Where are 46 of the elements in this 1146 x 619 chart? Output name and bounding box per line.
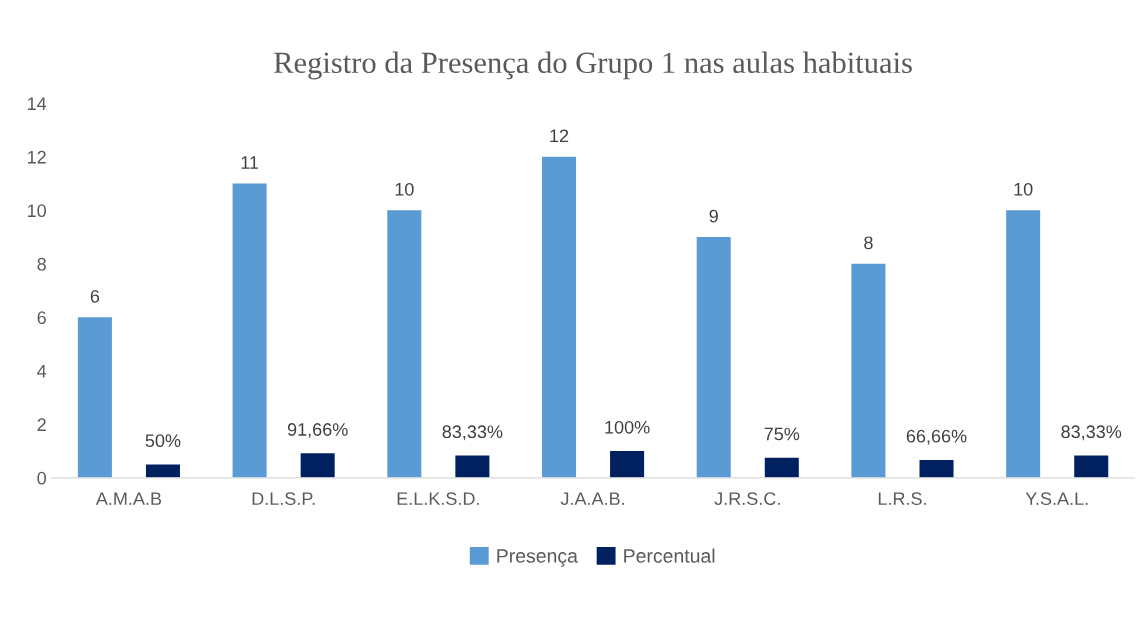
y-tick-label: 2: [37, 418, 46, 431]
data-label: 83,33%: [442, 425, 503, 441]
x-tick-label: L.R.S.: [878, 492, 926, 506]
bar: [1006, 210, 1041, 478]
chart-title: Registro da Presença do Grupo 1 nas aulas habituais: [274, 51, 912, 80]
x-tick-label: E.L.K.S.D.: [397, 492, 479, 506]
bar: [232, 183, 267, 478]
x-tick-label: Y.S.A.L.: [1025, 492, 1088, 506]
data-label: 50%: [145, 434, 181, 448]
data-label: 10: [395, 182, 414, 196]
x-tick-label: D.L.S.P.: [252, 492, 315, 506]
bar: [610, 451, 645, 478]
bar: [455, 455, 490, 478]
bar: [77, 317, 112, 478]
y-tick-label: 10: [28, 204, 46, 218]
data-label: 83,33%: [1061, 425, 1122, 441]
legend-label: Presença: [497, 549, 578, 567]
data-label: 91,66%: [287, 423, 348, 439]
bar: [145, 464, 180, 478]
bar: [851, 263, 886, 478]
y-tick-label: 8: [37, 257, 46, 271]
bar: [387, 210, 422, 478]
x-tick-label: J.A.A.B.: [560, 492, 625, 506]
bar: [542, 156, 577, 478]
data-label: 8: [864, 236, 873, 250]
y-tick-label: 12: [28, 150, 46, 164]
bar: [1074, 455, 1109, 478]
data-label: 6: [90, 289, 100, 303]
bar: [764, 457, 799, 478]
y-tick-label: 14: [28, 97, 47, 110]
y-tick-label: 6: [37, 311, 46, 325]
y-tick-label: 0: [37, 471, 46, 485]
legend-label: Percentual: [624, 548, 715, 563]
bar: [919, 460, 954, 478]
data-label: 11: [241, 156, 259, 169]
data-label: 10: [1014, 182, 1033, 196]
x-tick-label: A.M.A.B: [95, 492, 162, 505]
data-label: 12: [550, 129, 569, 143]
data-label: 100%: [605, 420, 650, 434]
bar: [300, 453, 335, 478]
data-label: 66,66%: [906, 429, 967, 445]
y-tick-label: 4: [37, 364, 47, 378]
bar: [696, 237, 731, 478]
data-label: 75%: [764, 427, 800, 441]
x-tick-label: J.R.S.C.: [714, 492, 780, 506]
data-label: 9: [709, 209, 718, 223]
